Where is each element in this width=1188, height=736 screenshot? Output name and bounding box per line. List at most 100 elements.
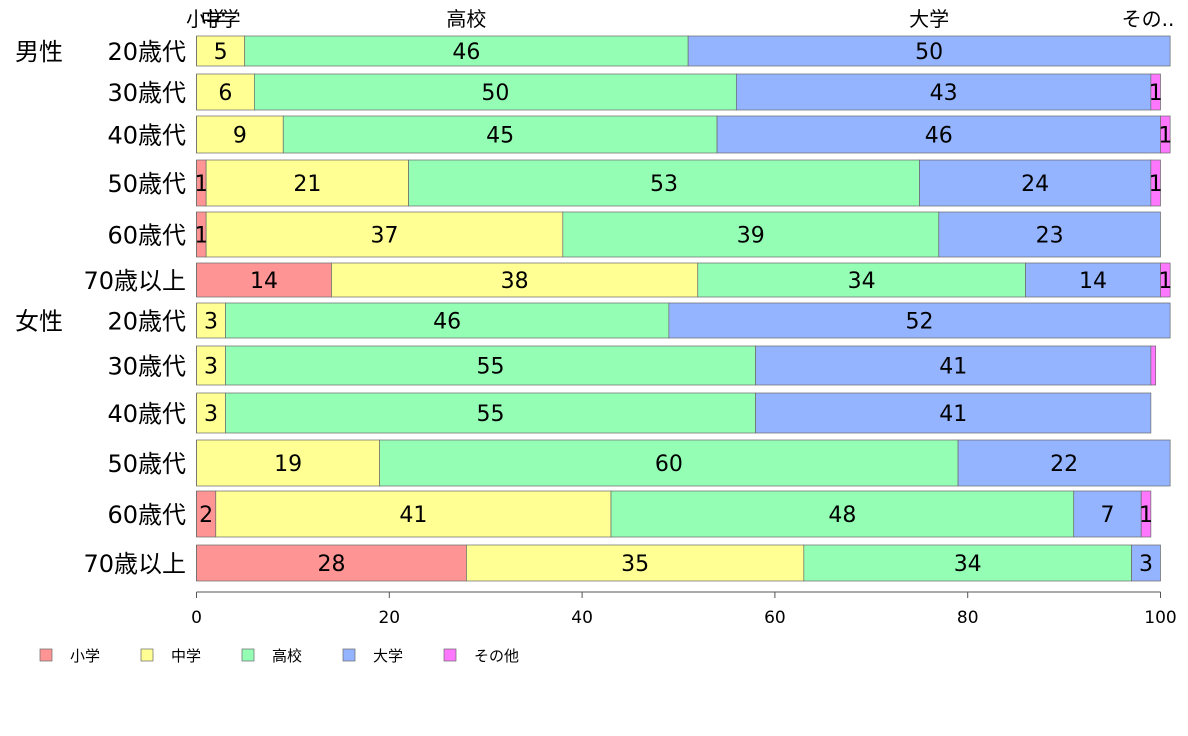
bar-segment xyxy=(1160,262,1171,298)
data-label: 41 xyxy=(399,503,427,528)
data-label: 48 xyxy=(828,503,856,528)
bar-segment xyxy=(196,115,284,154)
data-label: 3 xyxy=(204,355,218,380)
x-tick-label: 80 xyxy=(957,608,979,628)
data-label: 1 xyxy=(1139,503,1153,528)
bar-segment xyxy=(1150,345,1157,386)
x-tick-label: 40 xyxy=(571,608,593,628)
data-label: 45 xyxy=(486,124,514,149)
bar-segment xyxy=(196,345,226,386)
bar-segment xyxy=(244,35,689,67)
category-label: 30歳代 xyxy=(107,79,186,107)
bar-segment xyxy=(196,439,381,487)
bar-segment xyxy=(610,490,1075,538)
category-labels: 20歳代 30歳代 40歳代 50歳代 60歳代 70歳以上 20歳代 30歳代 40歳代 50歳… xyxy=(83,38,186,578)
bar-segment xyxy=(225,302,670,339)
data-label: 39 xyxy=(737,224,765,249)
data-label: 46 xyxy=(925,124,953,149)
group-label: 女性 xyxy=(15,308,63,336)
bar-segment xyxy=(755,345,1152,386)
data-label: 3 xyxy=(204,402,218,427)
bar-segment xyxy=(408,159,920,207)
bar-segment xyxy=(919,159,1152,207)
top-series-label: 高校 xyxy=(446,7,486,31)
bar-segment xyxy=(196,392,226,434)
legend-label: 大学 xyxy=(373,647,403,665)
data-label: 19 xyxy=(274,452,302,477)
bar-segment xyxy=(1150,73,1161,111)
bar-segment xyxy=(196,35,246,67)
data-label: 50 xyxy=(915,40,943,65)
bar-segment xyxy=(196,262,332,298)
x-axis: 0 20 40 60 80 100 xyxy=(191,591,1177,628)
legend-swatch xyxy=(39,648,53,662)
category-label: 20歳代 xyxy=(107,38,186,66)
bar-segment xyxy=(1140,490,1152,538)
category-label: 30歳代 xyxy=(107,353,186,381)
bar-segment xyxy=(331,262,699,298)
data-label: 5 xyxy=(214,40,228,65)
category-label: 50歳代 xyxy=(107,170,186,198)
legend-label: 高校 xyxy=(272,647,302,665)
data-label: 34 xyxy=(848,269,876,294)
data-label: 28 xyxy=(317,552,345,577)
data-label: 38 xyxy=(501,269,529,294)
data-label: 52 xyxy=(906,310,934,335)
bar-segment xyxy=(196,302,226,339)
bar-segment xyxy=(687,35,1171,67)
data-label: 3 xyxy=(1139,552,1153,577)
data-label: 21 xyxy=(293,172,321,197)
data-label: 46 xyxy=(452,40,480,65)
data-label: 37 xyxy=(370,224,398,249)
data-label: 14 xyxy=(1079,269,1107,294)
bar-segment xyxy=(1160,115,1171,154)
legend-label: 小学 xyxy=(70,647,100,665)
bar-segment xyxy=(1150,159,1161,207)
bar-segment xyxy=(697,262,1026,298)
bar-segment xyxy=(938,211,1161,258)
legend-swatch xyxy=(342,648,356,662)
bar-segment xyxy=(562,211,940,258)
legend-swatch xyxy=(140,648,154,662)
x-tick-label: 20 xyxy=(378,608,400,628)
category-label: 40歳代 xyxy=(107,122,186,150)
bar-segment xyxy=(215,490,612,538)
data-label: 2 xyxy=(199,503,213,528)
bar-segment xyxy=(253,73,737,111)
bar-segment xyxy=(803,544,1132,582)
category-label: 40歳代 xyxy=(107,400,186,428)
bar-segment xyxy=(196,544,467,582)
group-label: 男性 xyxy=(15,38,63,66)
bar-segment xyxy=(1073,490,1142,538)
data-label: 14 xyxy=(250,269,278,294)
data-label: 1 xyxy=(1149,81,1163,106)
bar-segment xyxy=(205,211,564,258)
data-label: 35 xyxy=(621,552,649,577)
data-label: 60 xyxy=(655,452,683,477)
category-label: 70歳以上 xyxy=(83,550,186,578)
legend-label: その他 xyxy=(474,647,519,665)
bar-segment xyxy=(735,73,1152,111)
bar-segment xyxy=(282,115,718,154)
bar-segment xyxy=(1025,262,1161,298)
data-label: 41 xyxy=(939,355,967,380)
data-label: 55 xyxy=(477,402,505,427)
bar-segment xyxy=(466,544,805,582)
data-label: 24 xyxy=(1021,172,1049,197)
bar-segment xyxy=(957,439,1171,487)
x-tick-label: 0 xyxy=(191,608,202,628)
data-label: 6 xyxy=(218,81,232,106)
data-label: 50 xyxy=(481,81,509,106)
legend-swatch xyxy=(241,648,255,662)
data-label: 53 xyxy=(650,172,678,197)
bar-segment xyxy=(225,392,756,434)
bar-segment xyxy=(755,392,1152,434)
data-label: 1 xyxy=(1158,124,1172,149)
bar-segment xyxy=(205,159,409,207)
data-label: 43 xyxy=(930,81,958,106)
category-label: 50歳代 xyxy=(107,450,186,478)
data-label: 34 xyxy=(954,552,982,577)
